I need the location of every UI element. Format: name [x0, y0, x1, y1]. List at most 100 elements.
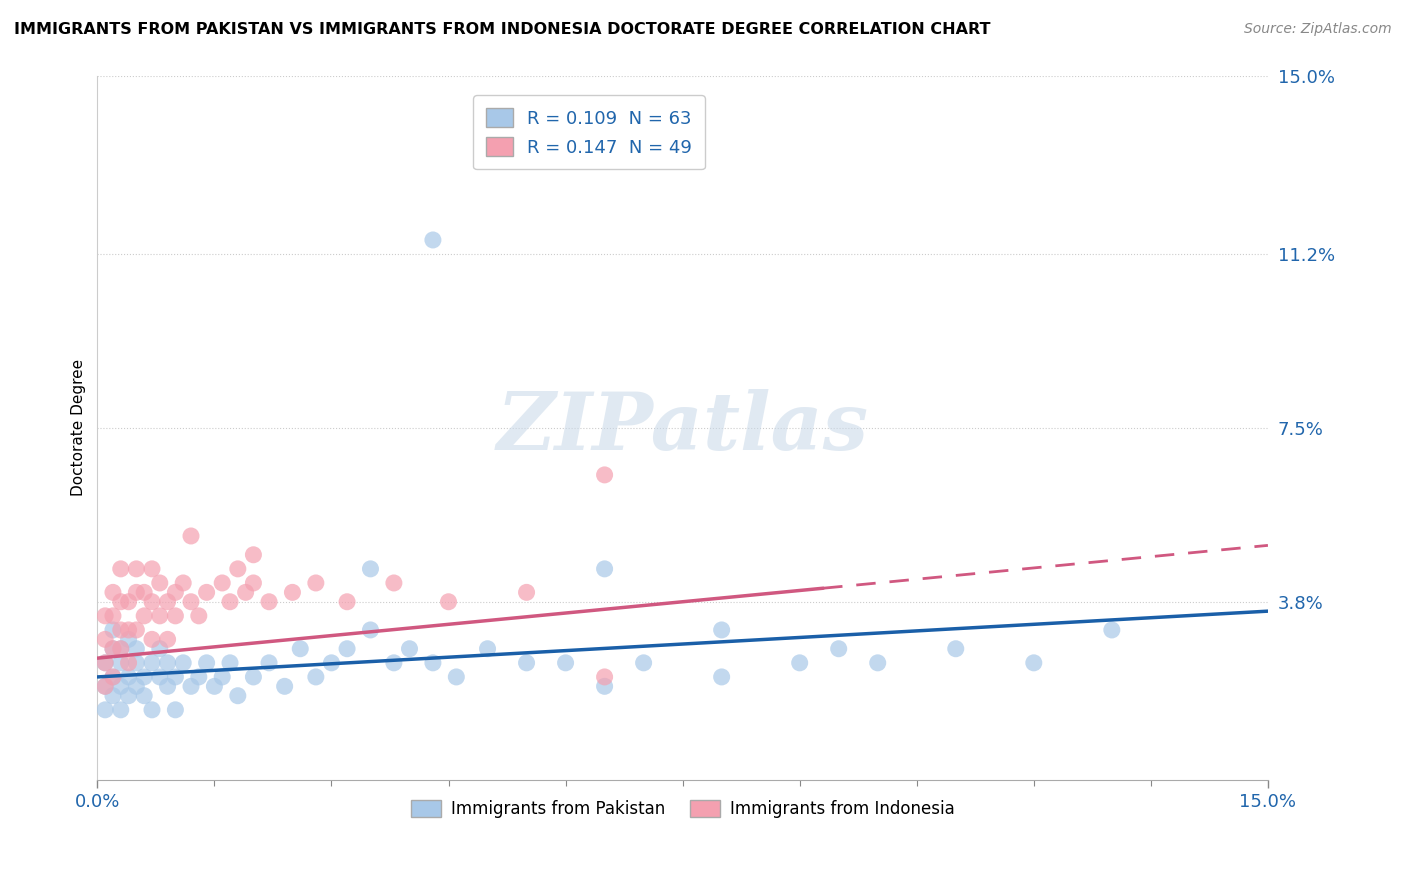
- Point: [94, 656, 117, 670]
- Point: [165, 670, 187, 684]
- Point: [422, 656, 444, 670]
- Point: [180, 529, 202, 543]
- Point: [180, 595, 202, 609]
- Point: [195, 585, 218, 599]
- Point: [554, 656, 576, 670]
- Point: [110, 595, 132, 609]
- Point: [125, 623, 148, 637]
- Point: [290, 641, 312, 656]
- Point: [321, 656, 343, 670]
- Point: [336, 595, 359, 609]
- Point: [149, 670, 172, 684]
- Point: [165, 608, 187, 623]
- Point: [110, 703, 132, 717]
- Point: [156, 632, 179, 647]
- Point: [165, 585, 187, 599]
- Point: [789, 656, 811, 670]
- Point: [141, 632, 163, 647]
- Point: [211, 670, 233, 684]
- Point: [125, 585, 148, 599]
- Point: [242, 670, 264, 684]
- Point: [110, 679, 132, 693]
- Point: [187, 670, 209, 684]
- Point: [382, 576, 405, 591]
- Point: [101, 585, 124, 599]
- Point: [305, 670, 328, 684]
- Point: [257, 595, 280, 609]
- Y-axis label: Doctorate Degree: Doctorate Degree: [72, 359, 86, 497]
- Point: [94, 632, 117, 647]
- Point: [242, 548, 264, 562]
- Point: [134, 608, 156, 623]
- Point: [1101, 623, 1123, 637]
- Point: [710, 670, 733, 684]
- Point: [141, 595, 163, 609]
- Point: [866, 656, 889, 670]
- Point: [202, 679, 225, 693]
- Point: [149, 608, 172, 623]
- Point: [141, 562, 163, 576]
- Point: [110, 641, 132, 656]
- Point: [437, 595, 460, 609]
- Text: IMMIGRANTS FROM PAKISTAN VS IMMIGRANTS FROM INDONESIA DOCTORATE DEGREE CORRELATI: IMMIGRANTS FROM PAKISTAN VS IMMIGRANTS F…: [14, 22, 991, 37]
- Point: [633, 656, 655, 670]
- Point: [117, 632, 139, 647]
- Point: [235, 585, 257, 599]
- Point: [125, 562, 148, 576]
- Point: [593, 562, 616, 576]
- Point: [149, 641, 172, 656]
- Point: [593, 679, 616, 693]
- Point: [110, 656, 132, 670]
- Point: [257, 656, 280, 670]
- Point: [477, 641, 499, 656]
- Point: [156, 656, 179, 670]
- Point: [94, 679, 117, 693]
- Point: [134, 670, 156, 684]
- Point: [172, 576, 194, 591]
- Point: [180, 679, 202, 693]
- Point: [125, 641, 148, 656]
- Point: [101, 641, 124, 656]
- Point: [94, 679, 117, 693]
- Point: [134, 689, 156, 703]
- Point: [211, 576, 233, 591]
- Point: [360, 623, 382, 637]
- Point: [187, 608, 209, 623]
- Point: [101, 641, 124, 656]
- Point: [242, 576, 264, 591]
- Point: [273, 679, 295, 693]
- Point: [134, 585, 156, 599]
- Point: [219, 656, 242, 670]
- Point: [398, 641, 420, 656]
- Point: [710, 623, 733, 637]
- Point: [828, 641, 851, 656]
- Point: [94, 656, 117, 670]
- Point: [149, 576, 172, 591]
- Point: [117, 689, 139, 703]
- Point: [382, 656, 405, 670]
- Point: [945, 641, 967, 656]
- Legend: Immigrants from Pakistan, Immigrants from Indonesia: Immigrants from Pakistan, Immigrants fro…: [404, 793, 962, 825]
- Point: [117, 656, 139, 670]
- Point: [516, 656, 538, 670]
- Point: [156, 679, 179, 693]
- Point: [165, 703, 187, 717]
- Point: [110, 562, 132, 576]
- Point: [101, 623, 124, 637]
- Point: [219, 595, 242, 609]
- Point: [117, 595, 139, 609]
- Point: [101, 670, 124, 684]
- Point: [101, 670, 124, 684]
- Text: ZIPatlas: ZIPatlas: [496, 389, 869, 467]
- Point: [593, 467, 616, 482]
- Point: [117, 670, 139, 684]
- Point: [117, 623, 139, 637]
- Point: [101, 608, 124, 623]
- Point: [336, 641, 359, 656]
- Point: [125, 679, 148, 693]
- Point: [94, 608, 117, 623]
- Point: [281, 585, 304, 599]
- Point: [110, 641, 132, 656]
- Point: [226, 562, 249, 576]
- Point: [156, 595, 179, 609]
